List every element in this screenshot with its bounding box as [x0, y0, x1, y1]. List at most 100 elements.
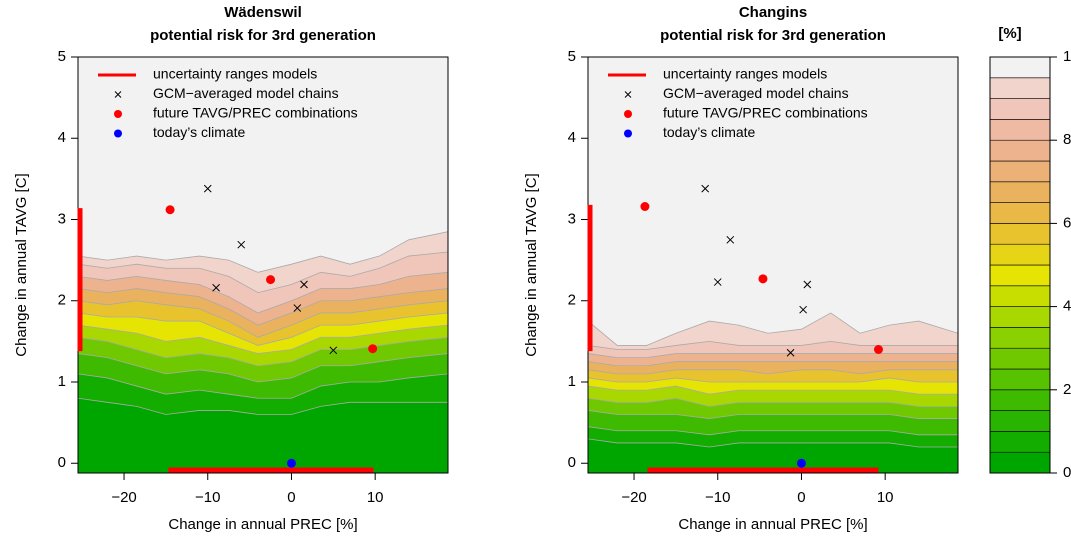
- contour-line: [78, 300, 448, 338]
- cross: [786, 348, 795, 357]
- y-tick-label: 4: [58, 129, 66, 146]
- legend-label: today’s climate: [153, 124, 246, 140]
- point: [286, 458, 296, 468]
- point: [368, 344, 378, 354]
- colorbar-band: [989, 306, 1051, 328]
- colorbar-band: [989, 77, 1051, 99]
- x-tick-label: −10: [195, 489, 220, 506]
- model-chain: [799, 305, 807, 314]
- model-chain: [329, 346, 338, 355]
- legend-label: uncertainty ranges models: [663, 66, 827, 82]
- colorbar-band: [989, 181, 1051, 203]
- y-tick-label: 4: [568, 129, 576, 146]
- colorbar-band: [989, 264, 1051, 287]
- x-tick-label: 0: [287, 489, 295, 506]
- colorbar-band: [989, 410, 1051, 432]
- model-chain: [237, 240, 246, 249]
- colorbar-band: [989, 223, 1051, 245]
- x-tick-label: 10: [367, 489, 384, 506]
- y-tick-label: 0: [58, 454, 66, 471]
- contour-line: [78, 312, 448, 346]
- model-chain: [203, 184, 212, 193]
- chart-subtitle: potential risk for 3rd generation: [660, 27, 886, 44]
- legend-dot: [114, 129, 122, 138]
- cross: [803, 280, 812, 289]
- point: [266, 275, 276, 285]
- model-chain: [293, 304, 302, 312]
- colorbar-band: [989, 347, 1051, 370]
- contour-line: [588, 410, 958, 419]
- point: [796, 458, 806, 468]
- legend-cross: [114, 91, 122, 98]
- y-tick-label: 5: [568, 48, 576, 65]
- y-tick-label: 3: [58, 210, 66, 227]
- legend-dot: [114, 110, 122, 118]
- contour-band: [78, 398, 448, 473]
- legend-label: uncertainty ranges models: [153, 66, 317, 82]
- colorbar-tick-label: 0: [1063, 464, 1071, 481]
- contour-line: [78, 353, 448, 383]
- contour-line: [588, 438, 958, 448]
- legend-dot: [624, 110, 632, 118]
- x-axis-label: Change in annual PREC [%]: [168, 516, 357, 533]
- contour-line: [78, 271, 448, 314]
- colorbar-frame: [989, 56, 1051, 474]
- x-tick-label: −20: [111, 489, 136, 506]
- legend-label: today’s climate: [663, 124, 756, 140]
- y-tick-label: 1: [58, 373, 66, 390]
- y-tick-label: 2: [568, 292, 576, 309]
- contour-line: [588, 397, 958, 407]
- colorbar-band: [989, 160, 1051, 183]
- contour-line: [78, 397, 448, 415]
- contour-line: [588, 312, 958, 346]
- contour-line: [78, 251, 448, 294]
- point: [873, 345, 883, 354]
- legend-label: GCM−averaged model chains: [663, 85, 849, 101]
- cross: [713, 278, 722, 286]
- y-axis-label: Change in annual TAVG [C]: [523, 173, 540, 356]
- x-tick-label: 10: [877, 489, 894, 506]
- plot-area: [588, 57, 958, 473]
- contour-line: [78, 288, 448, 326]
- point: [758, 274, 768, 284]
- y-tick-label: 1: [568, 373, 576, 390]
- contour-band: [588, 438, 958, 473]
- point: [165, 205, 175, 215]
- cross: [212, 283, 220, 292]
- y-tick-label: 5: [58, 48, 66, 65]
- cross: [701, 184, 710, 193]
- colorbar-tick-label: 60: [1063, 214, 1071, 231]
- colorbar-band: [989, 56, 1051, 79]
- colorbar-band: [989, 202, 1051, 224]
- colorbar-band: [989, 327, 1051, 349]
- y-tick-label: 2: [58, 292, 66, 309]
- colorbar-band: [989, 389, 1051, 411]
- x-tick-label: −20: [621, 489, 646, 506]
- cross: [329, 346, 338, 355]
- chart-subtitle: potential risk for 3rd generation: [150, 27, 376, 44]
- colorbar-tick-label: 80: [1063, 131, 1071, 148]
- model-chain: [726, 235, 735, 244]
- model-chain: [803, 280, 812, 289]
- model-chain: [701, 184, 710, 193]
- y-axis-label: Change in annual TAVG [C]: [13, 173, 30, 356]
- contour-line: [588, 385, 958, 395]
- colorbar-tick-label: 20: [1063, 381, 1071, 398]
- legend-dot: [624, 129, 632, 138]
- x-axis-label: Change in annual PREC [%]: [678, 516, 867, 533]
- colorbar-band: [989, 285, 1051, 307]
- contour-line: [78, 373, 448, 399]
- cross: [293, 304, 302, 312]
- colorbar-tick-label: 40: [1063, 298, 1071, 315]
- point: [640, 202, 650, 211]
- model-chain: [786, 348, 795, 357]
- plot-area: [78, 57, 448, 473]
- legend-cross: [624, 91, 632, 98]
- legend-label: GCM−averaged model chains: [153, 85, 339, 101]
- x-tick-label: −10: [705, 489, 730, 506]
- contour-line: [588, 340, 958, 350]
- y-tick-label: 3: [568, 210, 576, 227]
- contour-line: [588, 369, 958, 375]
- colorbar-title: [%]: [998, 25, 1021, 42]
